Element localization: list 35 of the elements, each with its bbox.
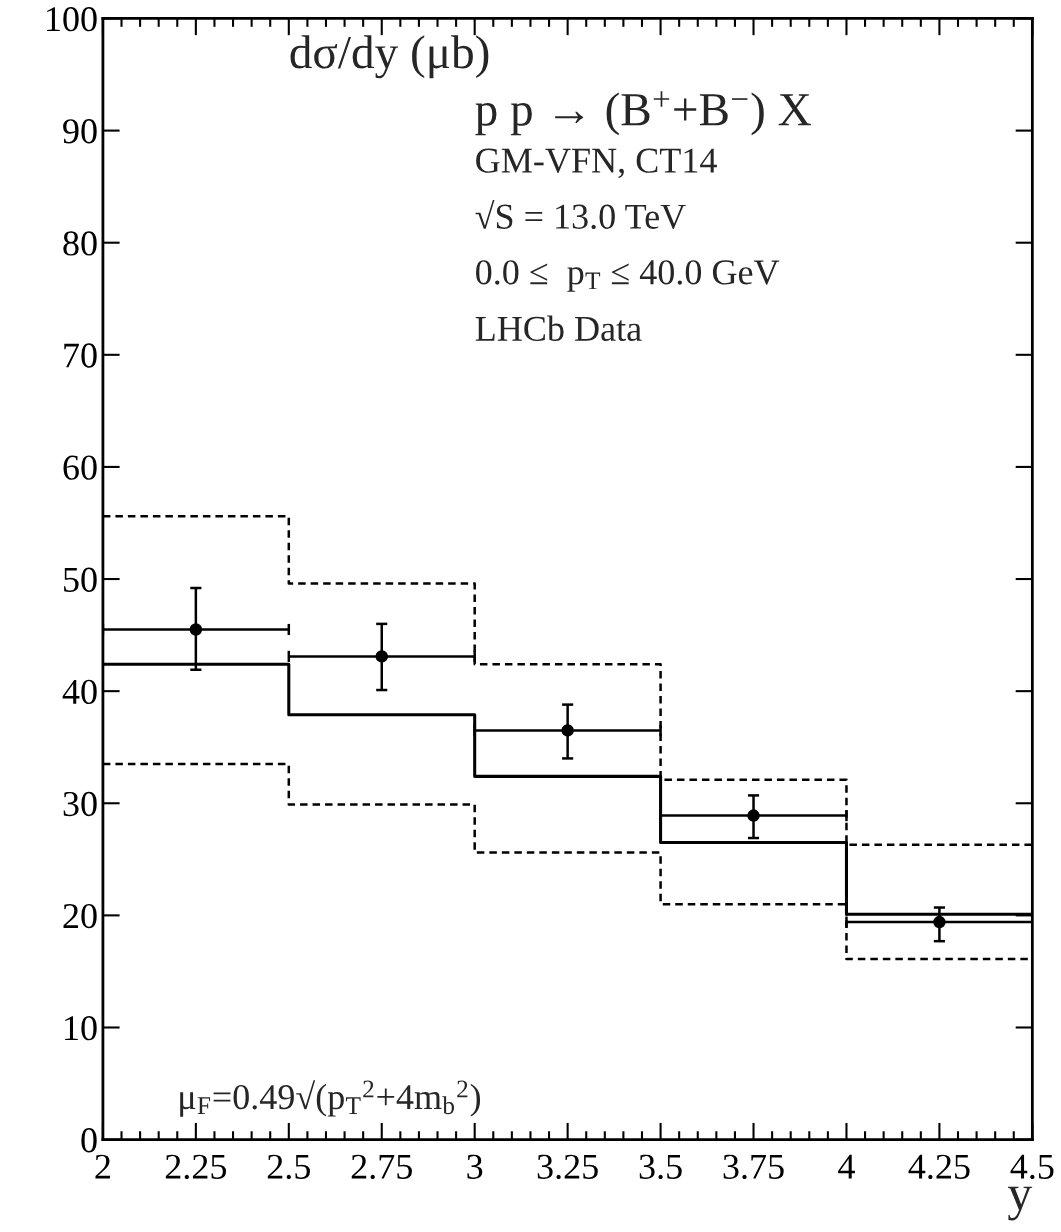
y-tick-label: 50 xyxy=(64,567,97,592)
x-axis-title: y xyxy=(1007,1186,1033,1221)
x-tick-label: 2.75 xyxy=(351,1154,412,1180)
y-tick-label: 60 xyxy=(63,455,97,480)
annotation: LHCb Data xyxy=(475,315,642,341)
y-tick-label: 0 xyxy=(81,1128,97,1153)
x-tick-label: 2 xyxy=(95,1154,110,1179)
point xyxy=(375,650,388,663)
x-tick-label: 3.5 xyxy=(639,1154,682,1180)
x-tick-label: 4.5 xyxy=(1010,1154,1054,1180)
y-tick-label: 30 xyxy=(63,791,97,817)
x-tick-label: 2.25 xyxy=(165,1154,227,1180)
x-tick-label: 3.75 xyxy=(723,1154,784,1180)
y-tick-label: 20 xyxy=(63,903,97,929)
y-tick-label: 10 xyxy=(65,1016,97,1041)
annotation: GM-VFN, CT14 xyxy=(476,148,717,179)
x-tick-label: 3 xyxy=(467,1154,483,1179)
x-tick-label: 2.5 xyxy=(267,1154,310,1180)
y-tick-label: 70 xyxy=(64,343,97,368)
annotation: p p → (B$^{+}$+B$^{−}$) X xyxy=(475,91,811,136)
point xyxy=(747,809,760,822)
x-tick-label: 4.25 xyxy=(908,1154,970,1180)
y-tick-label: 40 xyxy=(62,679,97,705)
chart-title: dσ/dy (μb) xyxy=(290,35,489,79)
point xyxy=(189,623,203,636)
x-tick-label: 4 xyxy=(838,1154,855,1179)
y-tick-label: 80 xyxy=(63,231,97,256)
y-tick-label: 100 xyxy=(47,6,97,32)
annotation: √S = 13.0 TeV xyxy=(475,199,686,230)
point xyxy=(561,724,574,737)
point xyxy=(933,915,946,929)
annotation: 0.0 ≤ p$_{T}$ ≤ 40.0 GeV xyxy=(476,260,780,292)
x-tick-label: 3.25 xyxy=(537,1154,598,1180)
text: μ$_{F}$=0.49√(p$_{T}$$^{2}$+4m$_{b}$$^{2}$) xyxy=(180,1080,481,1117)
y-tick-label: 90 xyxy=(63,119,97,144)
